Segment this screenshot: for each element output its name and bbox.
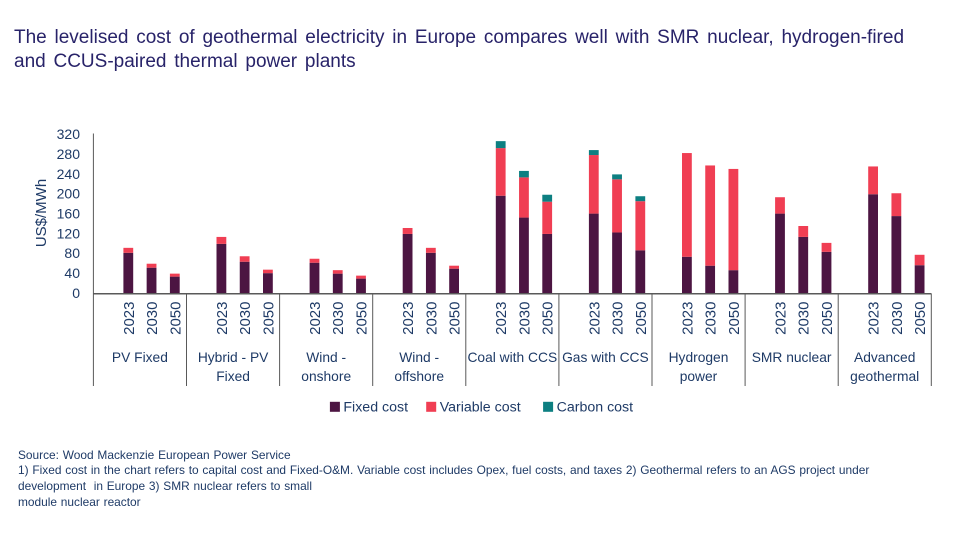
svg-text:2023: 2023 xyxy=(307,302,324,335)
svg-text:offshore: offshore xyxy=(394,369,444,384)
svg-text:Hydrogen: Hydrogen xyxy=(669,350,729,365)
svg-text:2030: 2030 xyxy=(796,302,813,335)
svg-text:Variable cost: Variable cost xyxy=(440,400,521,416)
svg-text:2050: 2050 xyxy=(167,302,184,335)
svg-text:2030: 2030 xyxy=(516,302,533,335)
svg-text:Fixed cost: Fixed cost xyxy=(343,400,408,416)
svg-text:80: 80 xyxy=(64,245,80,261)
svg-text:Gas with CCS: Gas with CCS xyxy=(562,350,649,365)
svg-text:2030: 2030 xyxy=(144,302,161,335)
svg-text:240: 240 xyxy=(57,166,81,182)
svg-text:2023: 2023 xyxy=(493,302,510,335)
svg-text:2030: 2030 xyxy=(610,302,627,335)
svg-text:2023: 2023 xyxy=(121,302,138,335)
svg-text:2030: 2030 xyxy=(330,302,347,335)
svg-text:2050: 2050 xyxy=(912,302,929,335)
svg-text:2050: 2050 xyxy=(540,302,557,335)
svg-text:Wind -: Wind - xyxy=(306,350,346,365)
svg-text:2023: 2023 xyxy=(773,302,790,335)
svg-text:Fixed: Fixed xyxy=(216,369,250,384)
svg-text:2030: 2030 xyxy=(423,302,440,335)
svg-text:2023: 2023 xyxy=(214,302,231,335)
svg-text:2023: 2023 xyxy=(866,302,883,335)
svg-text:Carbon cost: Carbon cost xyxy=(557,400,634,416)
svg-text:0: 0 xyxy=(72,285,80,301)
svg-text:Coal with CCS: Coal with CCS xyxy=(467,350,557,365)
svg-text:SMR nuclear: SMR nuclear xyxy=(752,350,832,365)
svg-text:2030: 2030 xyxy=(237,302,254,335)
svg-text:40: 40 xyxy=(64,265,80,281)
svg-text:2050: 2050 xyxy=(354,302,371,335)
svg-text:2050: 2050 xyxy=(819,302,836,335)
svg-text:geothermal: geothermal xyxy=(850,369,919,384)
svg-text:Wind -: Wind - xyxy=(399,350,439,365)
svg-text:PV Fixed: PV Fixed xyxy=(112,350,168,365)
svg-text:2050: 2050 xyxy=(726,302,743,335)
svg-text:280: 280 xyxy=(57,146,81,162)
svg-text:onshore: onshore xyxy=(301,369,351,384)
svg-text:2023: 2023 xyxy=(679,302,696,335)
svg-text:2030: 2030 xyxy=(703,302,720,335)
svg-text:120: 120 xyxy=(57,225,81,241)
svg-text:2050: 2050 xyxy=(260,302,277,335)
svg-text:200: 200 xyxy=(57,186,81,202)
svg-text:Advanced: Advanced xyxy=(854,350,915,365)
svg-text:320: 320 xyxy=(57,126,81,142)
svg-text:power: power xyxy=(680,369,718,384)
svg-text:Hybrid - PV: Hybrid - PV xyxy=(198,350,269,365)
svg-text:US$/MWh: US$/MWh xyxy=(33,179,50,247)
svg-text:2023: 2023 xyxy=(586,302,603,335)
svg-text:2030: 2030 xyxy=(889,302,906,335)
svg-text:160: 160 xyxy=(57,206,81,222)
svg-text:2050: 2050 xyxy=(633,302,650,335)
svg-text:2023: 2023 xyxy=(400,302,417,335)
svg-text:2050: 2050 xyxy=(447,302,464,335)
